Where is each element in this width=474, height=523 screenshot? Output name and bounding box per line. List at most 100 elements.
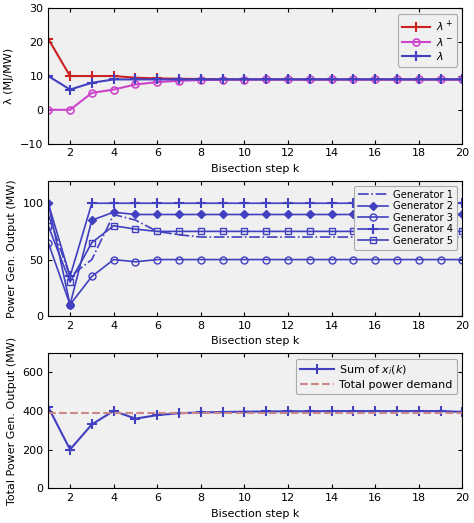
Line: Generator 5: Generator 5 bbox=[46, 223, 465, 285]
Generator 4 bbox=[111, 200, 117, 207]
$\lambda$ bbox=[46, 73, 51, 79]
Generator 1 bbox=[351, 234, 356, 240]
$\lambda^+$ bbox=[460, 76, 465, 83]
$\lambda^-$ bbox=[438, 76, 444, 83]
Generator 1 bbox=[307, 234, 313, 240]
$\lambda$ bbox=[176, 76, 182, 83]
$\lambda^-$ bbox=[198, 77, 204, 83]
Generator 1 bbox=[416, 234, 422, 240]
Total power demand bbox=[24, 410, 29, 416]
$\lambda$ bbox=[307, 76, 313, 83]
$\lambda^-$ bbox=[351, 76, 356, 83]
$\lambda$ bbox=[89, 79, 95, 86]
Generator 1 bbox=[220, 234, 226, 240]
Generator 1 bbox=[155, 228, 160, 234]
Generator 4 bbox=[133, 200, 138, 207]
Generator 5 bbox=[46, 223, 51, 229]
Line: Generator 1: Generator 1 bbox=[48, 214, 463, 277]
Line: Generator 3: Generator 3 bbox=[45, 239, 466, 308]
Generator 2 bbox=[373, 211, 378, 218]
Generator 4 bbox=[176, 200, 182, 207]
$\lambda^-$ bbox=[67, 107, 73, 113]
Generator 4 bbox=[438, 200, 444, 207]
$\lambda$ bbox=[155, 76, 160, 83]
Generator 2 bbox=[394, 211, 400, 218]
$\lambda$ bbox=[198, 76, 204, 83]
Sum of $x_i(k)$ bbox=[111, 408, 117, 414]
Generator 2 bbox=[46, 200, 51, 207]
$\lambda^-$ bbox=[394, 76, 400, 83]
Generator 4 bbox=[394, 200, 400, 207]
$\lambda^+$ bbox=[351, 76, 356, 83]
Generator 2 bbox=[460, 211, 465, 218]
Generator 4 bbox=[264, 200, 269, 207]
$\lambda$ bbox=[373, 76, 378, 83]
$\lambda^-$ bbox=[264, 76, 269, 83]
$\lambda$ bbox=[133, 76, 138, 83]
Generator 2 bbox=[111, 209, 117, 215]
Line: $\lambda^+$: $\lambda^+$ bbox=[44, 34, 467, 84]
$\lambda^+$ bbox=[155, 75, 160, 82]
Legend: $\lambda^+$, $\lambda^-$, $\lambda$: $\lambda^+$, $\lambda^-$, $\lambda$ bbox=[398, 14, 457, 66]
Generator 2 bbox=[67, 301, 73, 308]
X-axis label: Bisection step k: Bisection step k bbox=[211, 336, 300, 346]
Generator 3 bbox=[176, 256, 182, 263]
Y-axis label: Power Gen. Output (MW): Power Gen. Output (MW) bbox=[7, 179, 17, 317]
Generator 3 bbox=[351, 256, 356, 263]
Line: Generator 2: Generator 2 bbox=[46, 200, 465, 308]
$\lambda^-$ bbox=[46, 107, 51, 113]
Generator 2 bbox=[242, 211, 247, 218]
$\lambda^+$ bbox=[242, 76, 247, 83]
Generator 5 bbox=[220, 228, 226, 234]
Generator 1 bbox=[46, 211, 51, 218]
Y-axis label: Total Power Gen. Output (MW): Total Power Gen. Output (MW) bbox=[7, 336, 17, 505]
Generator 2 bbox=[133, 211, 138, 218]
Generator 1 bbox=[264, 234, 269, 240]
Generator 3 bbox=[89, 274, 95, 280]
Generator 4 bbox=[46, 200, 51, 207]
$\lambda^+$ bbox=[220, 76, 226, 83]
Generator 5 bbox=[198, 228, 204, 234]
$\lambda$ bbox=[329, 76, 335, 83]
$\lambda^-$ bbox=[416, 76, 422, 83]
Line: $\lambda^-$: $\lambda^-$ bbox=[45, 76, 466, 113]
Generator 1 bbox=[111, 211, 117, 218]
Sum of $x_i(k)$ bbox=[264, 408, 269, 415]
Generator 3 bbox=[155, 256, 160, 263]
Generator 5 bbox=[155, 228, 160, 234]
Generator 4 bbox=[242, 200, 247, 207]
$\lambda^+$ bbox=[285, 76, 291, 83]
Generator 2 bbox=[285, 211, 291, 218]
Legend: Sum of $x_i(k)$, Total power demand: Sum of $x_i(k)$, Total power demand bbox=[296, 359, 457, 394]
$\lambda^+$ bbox=[46, 36, 51, 42]
$\lambda$ bbox=[264, 76, 269, 83]
Generator 3 bbox=[373, 256, 378, 263]
Generator 4 bbox=[373, 200, 378, 207]
$\lambda^-$ bbox=[176, 77, 182, 84]
Generator 5 bbox=[242, 228, 247, 234]
Generator 2 bbox=[264, 211, 269, 218]
Generator 4 bbox=[460, 200, 465, 207]
Generator 3 bbox=[329, 256, 335, 263]
$\lambda^+$ bbox=[111, 73, 117, 79]
X-axis label: Bisection step k: Bisection step k bbox=[211, 164, 300, 174]
Generator 5 bbox=[460, 228, 465, 234]
$\lambda^-$ bbox=[111, 86, 117, 93]
$\lambda^+$ bbox=[416, 76, 422, 83]
Generator 1 bbox=[285, 234, 291, 240]
Generator 5 bbox=[307, 228, 313, 234]
$\lambda^-$ bbox=[285, 76, 291, 83]
Sum of $x_i(k)$ bbox=[220, 409, 226, 415]
Generator 1 bbox=[373, 234, 378, 240]
$\lambda^-$ bbox=[460, 76, 465, 83]
Generator 5 bbox=[285, 228, 291, 234]
Generator 4 bbox=[89, 200, 95, 207]
Generator 3 bbox=[438, 256, 444, 263]
Sum of $x_i(k)$ bbox=[460, 408, 465, 415]
Line: Generator 4: Generator 4 bbox=[44, 198, 467, 281]
Generator 1 bbox=[460, 234, 465, 240]
Generator 3 bbox=[133, 259, 138, 265]
Sum of $x_i(k)$ bbox=[329, 408, 335, 414]
Generator 3 bbox=[416, 256, 422, 263]
Generator 3 bbox=[46, 240, 51, 246]
